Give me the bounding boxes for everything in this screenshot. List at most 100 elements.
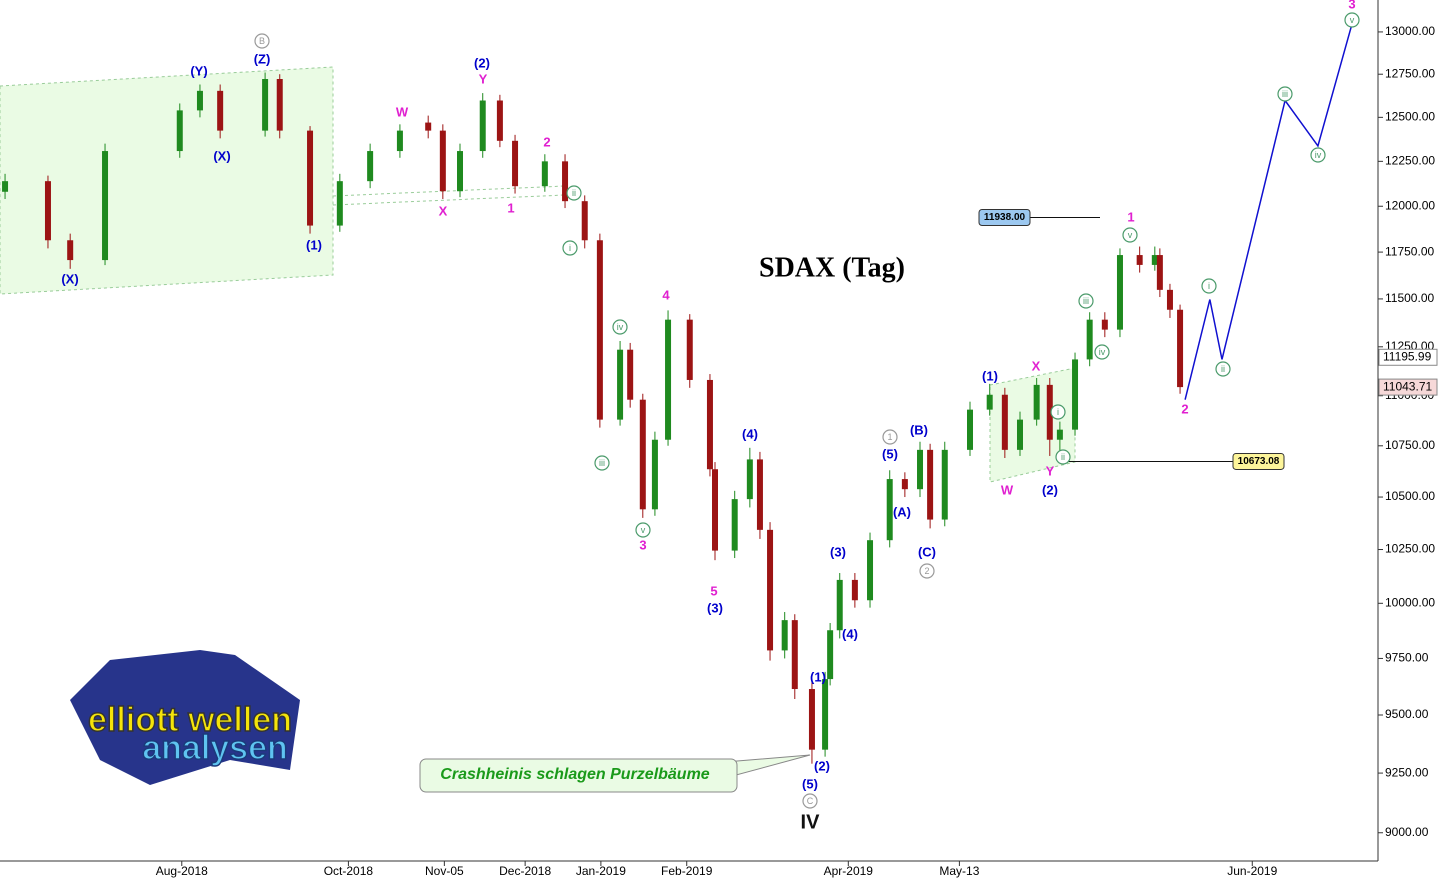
wave-label: (3) <box>830 544 846 559</box>
wave-label: (4) <box>842 626 858 641</box>
candle-body <box>851 579 858 601</box>
wave-label: B <box>259 36 265 46</box>
x-tick-label: Nov-05 <box>425 864 464 878</box>
candle-body <box>927 449 934 520</box>
wave-label: 2 <box>1181 401 1188 416</box>
wave-label: ii <box>572 188 576 198</box>
candle-body <box>808 689 815 750</box>
candle-body <box>1033 384 1040 420</box>
wave-circle <box>1055 449 1071 465</box>
wave-label: X <box>1032 358 1041 373</box>
wave-circle <box>1215 361 1231 377</box>
y-tick-label: 9000.00 <box>1385 825 1429 839</box>
wave-circle <box>562 240 578 256</box>
wave-label: ii <box>1061 452 1065 462</box>
level-label: 10673.08 <box>1238 456 1280 467</box>
candle-body <box>425 122 432 131</box>
candle-body <box>307 130 314 226</box>
wave-circle <box>635 522 651 538</box>
candle-body <box>827 630 834 680</box>
wave-label: (X) <box>213 148 230 163</box>
candle-body <box>367 151 374 182</box>
candle-body <box>791 620 798 690</box>
candle-body <box>1016 419 1023 450</box>
wave-label: W <box>396 104 409 119</box>
candle-body <box>196 90 203 111</box>
wave-label: (C) <box>918 544 936 559</box>
candle-body <box>1156 255 1163 290</box>
channel <box>0 66 334 295</box>
candle-body <box>822 679 829 750</box>
price-marker-label: 11043.71 <box>1383 379 1432 393</box>
wave-circle <box>919 563 935 579</box>
wave-label: (2) <box>474 55 490 70</box>
wave-label: X <box>439 203 448 218</box>
y-tick-label: 9750.00 <box>1385 651 1429 665</box>
candle-body <box>986 394 993 410</box>
candle-body <box>596 240 603 420</box>
candle-body <box>686 319 693 380</box>
candle-body <box>1001 394 1008 450</box>
wave-label: W <box>1001 482 1014 497</box>
wave-circle <box>1078 293 1094 309</box>
wave-circle <box>1050 404 1066 420</box>
wave-label: 1 <box>1127 209 1134 224</box>
x-tick-label: Feb-2019 <box>661 864 713 878</box>
wave-label: 4 <box>662 287 670 302</box>
candle-body <box>217 90 224 131</box>
candle-body <box>627 349 634 400</box>
wave-label: (X) <box>61 271 78 286</box>
level-label: 11938.00 <box>984 212 1026 223</box>
y-tick-label: 11750.00 <box>1385 244 1434 258</box>
y-tick-label: 13000.00 <box>1385 24 1435 38</box>
wave-circle <box>802 793 818 809</box>
wave-label: (Z) <box>254 51 271 66</box>
candle-body <box>706 379 713 470</box>
channel <box>989 367 1076 483</box>
wave-label: (4) <box>742 426 758 441</box>
wave-label: (A) <box>893 504 911 519</box>
wave-label: 2 <box>543 134 550 149</box>
wave-label: 2 <box>924 566 929 576</box>
wave-label: (1) <box>306 237 322 252</box>
candle-body <box>836 579 843 631</box>
wave-circle <box>1094 344 1110 360</box>
candle-body <box>439 130 446 192</box>
y-tick-label: 12250.00 <box>1385 154 1435 168</box>
wave-label: IV <box>801 811 821 833</box>
candle-body <box>867 540 874 601</box>
wave-label: 1 <box>507 200 514 215</box>
logo: elliott wellen analysen <box>70 650 300 785</box>
wave-label: (Y) <box>190 63 207 78</box>
candle-body <box>581 201 588 241</box>
candle-body <box>336 181 343 226</box>
wave-label: v <box>1350 15 1355 25</box>
wave-label: iii <box>1083 296 1089 306</box>
candle-body <box>2 181 9 192</box>
candle-body <box>917 449 924 490</box>
wave-label: iii <box>1282 89 1288 99</box>
wave-label: (1) <box>810 669 826 684</box>
candle-body <box>1177 309 1184 388</box>
candle-body <box>44 181 51 241</box>
wave-circle <box>1122 227 1138 243</box>
wave-label: 5 <box>710 583 717 598</box>
wave-circle <box>1277 86 1293 102</box>
wave-label: 3 <box>1348 0 1355 11</box>
wave-circle <box>1344 12 1360 28</box>
wave-label: v <box>641 525 646 535</box>
candle-body <box>767 529 774 651</box>
wave-label: (3) <box>707 600 723 615</box>
wave-circle <box>612 319 628 335</box>
channel-line <box>332 194 566 206</box>
price-marker <box>1378 348 1438 366</box>
wave-circle <box>1201 278 1217 294</box>
logo-text: analysen <box>142 729 288 767</box>
candle-body <box>1136 255 1143 265</box>
x-tick-label: Aug-2018 <box>156 864 208 878</box>
channel-line <box>332 185 566 197</box>
candle-body <box>941 449 948 520</box>
candle-body <box>901 479 908 490</box>
wave-label: ii <box>1221 364 1225 374</box>
